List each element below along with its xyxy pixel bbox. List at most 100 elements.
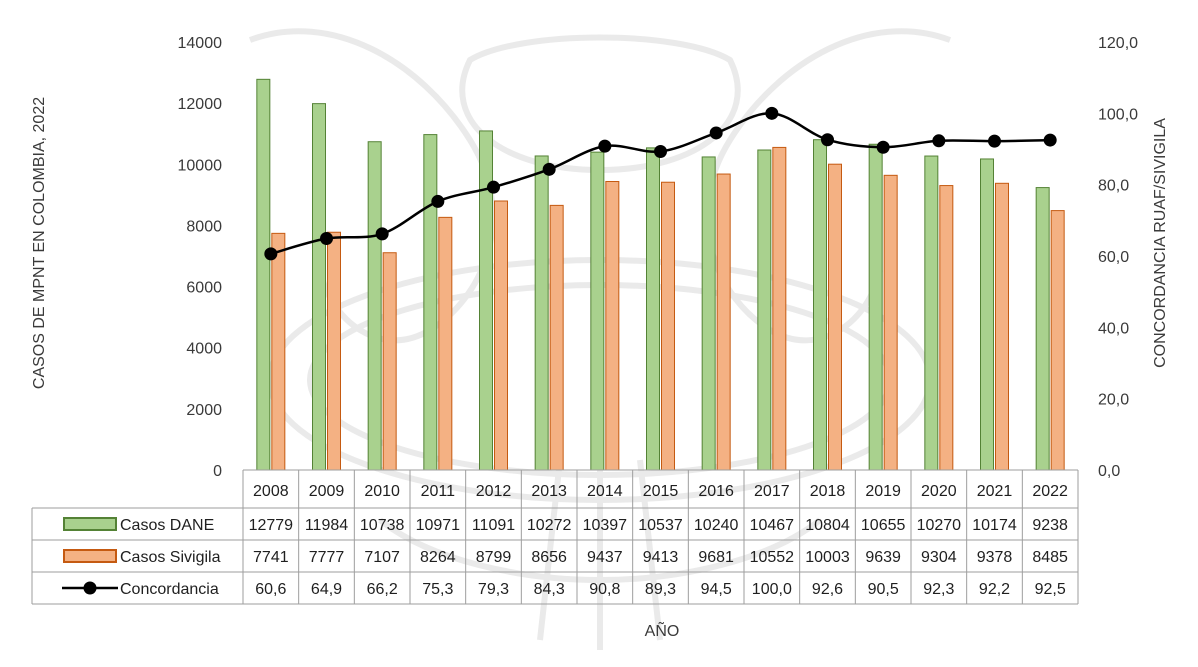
concordancia-point bbox=[431, 194, 445, 208]
concordancia-point bbox=[487, 180, 500, 194]
data-label: 92,5 bbox=[1035, 581, 1066, 598]
legend-entry: Casos DANE bbox=[63, 517, 214, 534]
data-label: 60,6 bbox=[255, 581, 286, 598]
bar-dane bbox=[646, 147, 660, 471]
data-label: 7741 bbox=[253, 549, 289, 566]
legend-label: Casos Sivigila bbox=[120, 549, 221, 566]
bar-dane bbox=[980, 158, 994, 471]
data-label: 94,5 bbox=[701, 581, 732, 598]
data-label: 10738 bbox=[360, 517, 405, 534]
bar-dane bbox=[367, 141, 382, 471]
data-label: 10272 bbox=[527, 517, 572, 534]
y-tick-left: 4000 bbox=[186, 341, 222, 358]
data-label: 10270 bbox=[917, 517, 962, 534]
y-tick-left: 12000 bbox=[178, 96, 223, 113]
bar-sivigila bbox=[939, 185, 954, 471]
x-tick-year: 2016 bbox=[698, 483, 734, 500]
data-label: 10467 bbox=[750, 517, 795, 534]
concordancia-point bbox=[765, 106, 779, 120]
concordancia-point bbox=[1043, 133, 1057, 147]
x-tick-year: 2014 bbox=[587, 483, 623, 500]
data-label: 92,6 bbox=[812, 581, 843, 598]
y-tick-left: 10000 bbox=[178, 157, 223, 174]
bar-sivigila bbox=[661, 181, 675, 471]
x-tick-year: 2013 bbox=[531, 483, 567, 500]
data-label: 92,3 bbox=[923, 581, 954, 598]
x-tick-year: 2015 bbox=[643, 483, 679, 500]
bar-dane bbox=[868, 143, 883, 471]
bar-dane bbox=[924, 155, 939, 471]
y-tick-right: 120,0 bbox=[1098, 35, 1138, 52]
concordancia-point bbox=[320, 232, 333, 246]
data-label: 9378 bbox=[977, 549, 1013, 566]
bar-sivigila bbox=[382, 252, 397, 471]
legend-entry: Concordancia bbox=[62, 581, 219, 598]
x-tick-year: 2021 bbox=[977, 483, 1013, 500]
legend-entry: Casos Sivigila bbox=[63, 549, 221, 566]
bar-sivigila bbox=[883, 174, 898, 471]
data-label: 84,3 bbox=[534, 581, 565, 598]
data-label: 9639 bbox=[865, 549, 901, 566]
data-label: 64,9 bbox=[311, 581, 342, 598]
bar-sivigila bbox=[716, 173, 731, 471]
y-tick-left: 6000 bbox=[186, 280, 222, 297]
data-label: 90,8 bbox=[589, 581, 620, 598]
concordancia-point bbox=[932, 134, 946, 148]
bar-dane bbox=[534, 155, 549, 471]
data-label: 9238 bbox=[1032, 517, 1068, 534]
bar-dane bbox=[423, 134, 438, 471]
data-label: 90,5 bbox=[868, 581, 899, 598]
bar-sivigila bbox=[772, 146, 787, 471]
data-label: 9437 bbox=[587, 549, 623, 566]
data-label: 7777 bbox=[309, 549, 345, 566]
data-label: 100,0 bbox=[752, 581, 792, 598]
data-label: 8264 bbox=[420, 549, 456, 566]
bar-sivigila bbox=[995, 182, 1009, 471]
y-axis-title-right: CONCORDANCIA RUAF/SIVIGILA bbox=[1152, 118, 1169, 368]
x-tick-year: 2018 bbox=[810, 483, 846, 500]
y-tick-right: 100,0 bbox=[1098, 106, 1138, 123]
concordancia-point bbox=[654, 144, 667, 158]
x-tick-year: 2020 bbox=[921, 483, 957, 500]
data-label: 11984 bbox=[305, 517, 348, 534]
data-label: 10537 bbox=[638, 517, 683, 534]
bar-dane bbox=[590, 151, 605, 471]
bar-dane bbox=[757, 149, 772, 471]
bar-sivigila bbox=[605, 180, 620, 471]
y-tick-left: 8000 bbox=[186, 218, 222, 235]
data-table: 2008 2009 2010 2011 2012 2013 2014 2015 2016 2017… bbox=[31, 469, 1079, 605]
concordancia-point bbox=[542, 162, 556, 176]
y-tick-right: 0,0 bbox=[1098, 463, 1120, 480]
data-label: 10003 bbox=[805, 549, 850, 566]
y-tick-right: 20,0 bbox=[1098, 392, 1129, 409]
bar-sivigila bbox=[549, 204, 564, 471]
bar-dane bbox=[813, 139, 827, 471]
data-label: 7107 bbox=[364, 549, 400, 566]
data-label: 89,3 bbox=[645, 581, 676, 598]
bar-sivigila bbox=[828, 163, 842, 471]
x-tick-year: 2011 bbox=[421, 483, 456, 500]
legend-swatch-sivigila bbox=[63, 549, 117, 563]
data-label: 10804 bbox=[805, 517, 850, 534]
bar-sivigila bbox=[494, 200, 508, 471]
concordancia-point bbox=[821, 133, 834, 147]
y-tick-right: 80,0 bbox=[1098, 178, 1129, 195]
x-tick-year: 2019 bbox=[865, 483, 901, 500]
y-tick-left: 14000 bbox=[178, 35, 223, 52]
legend-label: Concordancia bbox=[120, 581, 219, 598]
x-tick-year: 2010 bbox=[364, 483, 400, 500]
data-label: 8485 bbox=[1032, 549, 1068, 566]
bar-sivigila bbox=[271, 232, 286, 471]
legend-swatch-dane bbox=[63, 517, 117, 531]
data-label: 92,2 bbox=[979, 581, 1010, 598]
y-tick-left: 2000 bbox=[186, 402, 222, 419]
bar-sivigila bbox=[327, 231, 341, 471]
data-label: 10971 bbox=[416, 517, 461, 534]
data-label: 10174 bbox=[972, 517, 1017, 534]
x-axis-title: AÑO bbox=[645, 620, 680, 640]
data-label: 11091 bbox=[472, 517, 515, 534]
data-label: 9681 bbox=[698, 549, 734, 566]
data-label: 10552 bbox=[750, 549, 795, 566]
